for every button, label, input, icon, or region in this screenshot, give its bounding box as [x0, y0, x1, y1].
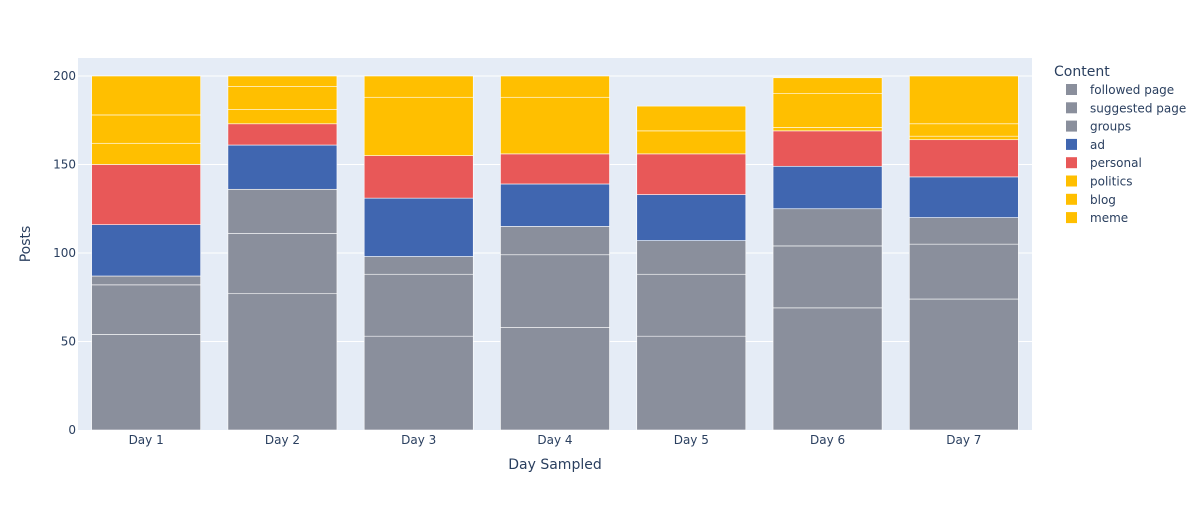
legend-item-label: meme [1090, 211, 1128, 225]
bar-segment [636, 105, 747, 132]
bar-segment [227, 293, 338, 431]
y-axis-ticks: 0 50 100 150 200 [53, 69, 76, 437]
bar-segment [227, 123, 338, 146]
y-axis-title: Posts [18, 226, 34, 263]
bar-segment [772, 93, 883, 128]
bar-segment [772, 165, 883, 210]
x-tick-label: Day 7 [946, 433, 981, 447]
legend: Content followed page suggested page group… [1054, 64, 1186, 225]
bar-segment [772, 127, 883, 132]
bar-segment [91, 75, 201, 116]
bar-segment [772, 77, 883, 94]
bar-segment [636, 240, 747, 275]
legend-item-label: personal [1090, 156, 1142, 170]
bar-segment [500, 75, 610, 98]
bar-segment [91, 164, 201, 225]
bar-segment [363, 155, 474, 199]
bar-segment [636, 130, 747, 155]
bar-segment [91, 224, 201, 277]
bar-segment [91, 275, 201, 286]
x-axis-ticks: Day 1 Day 2 Day 3 Day 4 Day 5 Day 6 Day 7 [129, 433, 982, 447]
legend-swatch [1066, 102, 1077, 114]
bar-segment [909, 176, 1019, 218]
bar-segment [909, 298, 1019, 431]
bar-segment [227, 188, 338, 234]
bar-segment [363, 75, 474, 98]
bar-segment [500, 254, 610, 328]
bar-segment [909, 243, 1019, 300]
bar-segment [91, 334, 201, 431]
bar-segment [500, 153, 610, 185]
bar-segment [363, 96, 474, 156]
y-tick-label: 0 [68, 423, 76, 437]
legend-swatch [1066, 120, 1077, 132]
bar-segment [636, 273, 747, 337]
bar-segment [227, 109, 338, 125]
bar-segment [636, 194, 747, 241]
bars [91, 75, 1019, 431]
legend-item-label: groups [1090, 120, 1131, 134]
bar-segment [227, 75, 338, 87]
bar-segment [909, 139, 1019, 178]
legend-swatch [1066, 193, 1077, 205]
x-tick-label: Day 3 [401, 433, 436, 447]
bar-segment [772, 208, 883, 247]
legend-item-label: politics [1090, 175, 1133, 189]
legend-swatch [1066, 157, 1077, 169]
bar-segment [227, 86, 338, 110]
legend-item-label: suggested page [1090, 101, 1186, 115]
bar-segment [363, 273, 474, 337]
y-tick-label: 150 [53, 158, 76, 172]
bar-segment [772, 245, 883, 309]
x-axis-title: Day Sampled [508, 457, 601, 473]
x-tick-label: Day 6 [810, 433, 845, 447]
y-tick-label: 100 [53, 246, 76, 260]
x-tick-label: Day 2 [265, 433, 300, 447]
legend-item-label: ad [1090, 138, 1105, 152]
y-tick-label: 50 [61, 335, 76, 349]
bar-segment [500, 327, 610, 431]
bar-segment [227, 144, 338, 190]
legend-swatch [1066, 138, 1077, 150]
legend-swatch [1066, 212, 1077, 224]
bar-segment [363, 335, 474, 431]
bar-segment [909, 123, 1019, 137]
bar-segment [91, 142, 201, 165]
bar-segment [500, 96, 610, 155]
legend-swatch [1066, 175, 1077, 187]
bar-segment [909, 75, 1019, 125]
bar-segment [227, 233, 338, 295]
x-tick-label: Day 5 [674, 433, 709, 447]
x-tick-label: Day 4 [537, 433, 572, 447]
bar-segment [909, 217, 1019, 245]
bar-segment [909, 135, 1019, 141]
y-tick-label: 200 [53, 69, 76, 83]
bar-segment [636, 153, 747, 195]
legend-swatch [1066, 84, 1077, 95]
legend-item-label: followed page [1090, 83, 1174, 97]
bar-segment [91, 284, 201, 335]
bar-segment [500, 226, 610, 256]
legend-title: Content [1054, 64, 1110, 80]
bar-segment [772, 130, 883, 167]
bar-segment [363, 197, 474, 257]
x-tick-label: Day 1 [129, 433, 164, 447]
bar-segment [636, 335, 747, 431]
bar-segment [363, 256, 474, 275]
bar-segment [772, 307, 883, 431]
legend-item-label: blog [1090, 193, 1116, 207]
bar-segment [500, 183, 610, 227]
bar-segment [91, 114, 201, 144]
